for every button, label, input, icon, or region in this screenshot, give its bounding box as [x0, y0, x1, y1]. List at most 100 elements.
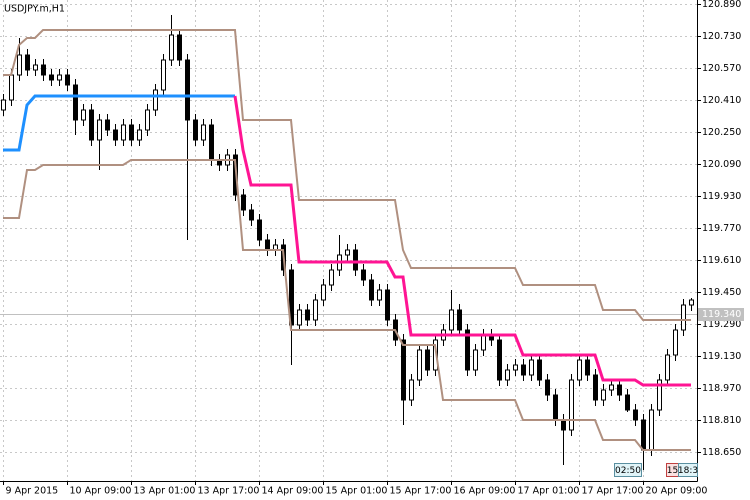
candle-body	[65, 74, 70, 86]
candle-body	[73, 84, 78, 121]
y-tick-label: 119.770	[702, 223, 741, 234]
x-tick-label: 14 Apr 09:00	[262, 486, 324, 497]
y-tick-label: 120.410	[702, 95, 741, 106]
time-label: 15	[667, 466, 678, 476]
y-tick-label: 120.250	[702, 127, 741, 138]
candle-body	[505, 369, 510, 381]
y-tick-label: 120.890	[702, 0, 741, 10]
candle-body	[609, 384, 614, 391]
candle-body	[545, 379, 550, 396]
y-tick-label: 118.810	[702, 415, 741, 426]
indicator-line	[3, 29, 691, 321]
candle-body	[1, 99, 6, 111]
candle-body	[145, 109, 150, 131]
price-label: 119.340	[702, 309, 741, 320]
x-tick-label: 15 Apr 01:00	[326, 486, 388, 497]
x-tick-label: 20 Apr 09:00	[646, 486, 708, 497]
x-tick-label: 17 Apr 17:00	[582, 486, 644, 497]
candle-body	[265, 239, 270, 251]
candle-body	[25, 54, 30, 71]
candle-body	[209, 124, 214, 161]
y-tick-label: 119.130	[702, 351, 741, 362]
candle-body	[305, 309, 310, 321]
indicator-line	[3, 94, 235, 152]
candle-body	[593, 374, 598, 401]
candle-body	[153, 89, 158, 111]
candle-body	[553, 394, 558, 421]
y-tick-label: 120.090	[702, 159, 741, 170]
candle-body	[481, 334, 486, 351]
countdown-label: 02:50	[615, 466, 641, 476]
candle-body	[81, 109, 86, 121]
candle-body	[49, 74, 54, 81]
candle-body	[297, 309, 302, 326]
candle-body	[473, 349, 478, 371]
y-tick-label: 120.730	[702, 31, 741, 42]
candle-body	[17, 54, 22, 76]
candle-body	[681, 304, 686, 331]
candle-body	[113, 129, 118, 141]
time-box	[678, 463, 698, 477]
candle-body	[657, 379, 662, 411]
candle-body	[577, 359, 582, 381]
candle-body	[617, 384, 622, 396]
candle-body	[241, 194, 246, 211]
candle-body	[329, 269, 334, 286]
candle-body	[409, 379, 414, 401]
candle-body	[585, 359, 590, 376]
candle-body	[521, 364, 526, 376]
x-tick-label: 9 Apr 2015	[6, 486, 59, 497]
candle-body	[537, 359, 542, 381]
candle-body	[313, 299, 318, 321]
indicator-line	[233, 95, 691, 387]
candle-body	[41, 64, 46, 76]
plot	[0, 15, 697, 470]
y-tick-label: 120.570	[702, 63, 741, 74]
candle-body	[601, 389, 606, 401]
x-tick-label: 17 Apr 01:00	[518, 486, 580, 497]
candle-body	[641, 419, 646, 451]
candle-body	[465, 329, 470, 371]
candle-body	[361, 269, 366, 281]
candle-body	[193, 119, 198, 141]
candle-body	[57, 74, 62, 81]
x-tick-label: 10 Apr 09:00	[70, 486, 132, 497]
chart-title: USDJPY.m,H1	[4, 4, 65, 15]
y-tick-label: 119.610	[702, 255, 741, 266]
candle-body	[449, 309, 454, 331]
candle-body	[105, 119, 110, 131]
y-tick-label: 118.650	[702, 447, 741, 458]
candle-body	[121, 124, 126, 141]
candle-body	[385, 289, 390, 321]
y-tick-label: 119.450	[702, 287, 741, 298]
candle-body	[33, 64, 38, 71]
time-label: 18:3	[678, 466, 698, 476]
candle-body	[169, 34, 174, 61]
candle-body	[401, 339, 406, 401]
candle-body	[129, 124, 134, 141]
candle-body	[369, 279, 374, 301]
x-tick-label: 15 Apr 17:00	[390, 486, 452, 497]
y-tick-label: 119.930	[702, 191, 741, 202]
candle-body	[137, 129, 142, 141]
candle-body	[417, 349, 422, 381]
candle-body	[649, 409, 654, 451]
x-tick-label: 13 Apr 17:00	[198, 486, 260, 497]
candle-body	[625, 394, 630, 411]
candle-body	[185, 59, 190, 121]
candle-body	[561, 419, 566, 431]
candle-body	[201, 124, 206, 141]
candle-body	[457, 309, 462, 331]
price-label-box	[698, 308, 744, 321]
candle-body	[177, 34, 182, 61]
candle-body	[673, 329, 678, 356]
candle-body	[9, 74, 14, 101]
candle-body	[353, 249, 358, 271]
candle-body	[689, 299, 694, 306]
candle-body	[665, 354, 670, 381]
candle-body	[97, 119, 102, 141]
candle-body	[513, 364, 518, 371]
